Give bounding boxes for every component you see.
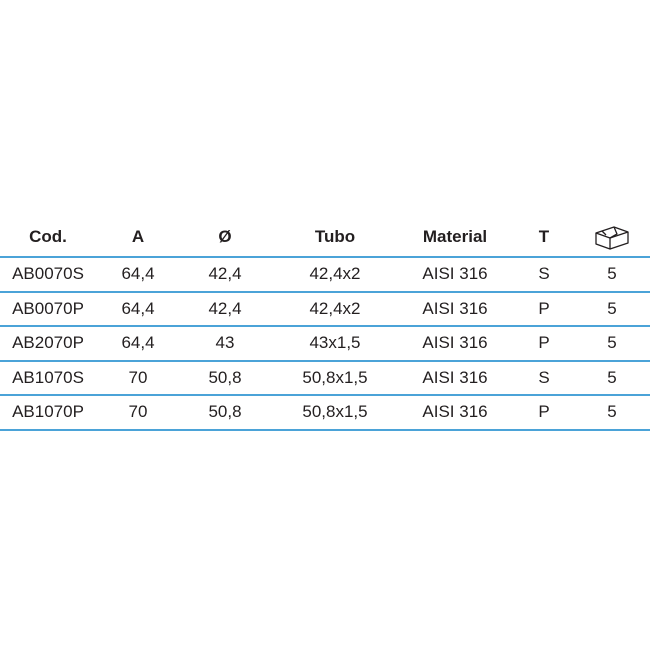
- header-divider: [0, 256, 650, 258]
- cell-diameter: 50,8: [208, 367, 242, 387]
- cell-cod: AB0070P: [12, 298, 84, 318]
- cell-tubo: 50,8x1,5: [302, 402, 368, 422]
- cell-cod: AB0070S: [12, 264, 84, 284]
- table-header-row: Cod. A Ø Tubo Material T: [0, 218, 650, 256]
- spec-table: Cod. A Ø Tubo Material T AB0070S 64,4 42,4…: [0, 218, 650, 431]
- table-row: AB0070P 64,4 42,4 42,4x2 AISI 316 P 5: [0, 293, 650, 326]
- cell-a: 64,4: [121, 298, 155, 318]
- cell-cod: AB1070P: [12, 402, 84, 422]
- cell-a: 64,4: [121, 264, 155, 284]
- cell-a: 64,4: [121, 333, 155, 353]
- row-divider: [0, 428, 650, 431]
- cell-diameter: 43: [215, 333, 235, 353]
- cell-qty: 5: [607, 298, 617, 318]
- cell-tubo: 43x1,5: [309, 333, 361, 353]
- header-diameter: Ø: [218, 227, 232, 246]
- row-divider: [0, 325, 650, 327]
- table-row: AB0070S 64,4 42,4 42,4x2 AISI 316 S 5: [0, 258, 650, 291]
- cell-tubo: 42,4x2: [309, 264, 361, 284]
- cell-a: 70: [128, 402, 148, 422]
- cell-t: S: [538, 264, 550, 284]
- header-tubo: Tubo: [314, 227, 356, 246]
- header-cod: Cod.: [29, 227, 67, 246]
- table-row: AB2070P 64,4 43 43x1,5 AISI 316 P 5: [0, 327, 650, 360]
- cell-material: AISI 316: [422, 333, 488, 353]
- cell-qty: 5: [607, 367, 617, 387]
- row-divider: [0, 290, 650, 293]
- cell-material: AISI 316: [422, 367, 488, 387]
- table-row: AB1070P 70 50,8 50,8x1,5 AISI 316 P 5: [0, 396, 650, 429]
- cell-diameter: 50,8: [208, 402, 242, 422]
- cell-cod: AB1070S: [12, 367, 84, 387]
- table-body: AB0070S 64,4 42,4 42,4x2 AISI 316 S 5 AB0070P 64…: [0, 258, 650, 431]
- cell-t: S: [538, 367, 550, 387]
- cell-tubo: 42,4x2: [309, 298, 361, 318]
- cell-cod: AB2070P: [12, 333, 84, 353]
- cell-qty: 5: [607, 402, 617, 422]
- cell-tubo: 50,8x1,5: [302, 367, 368, 387]
- cell-material: AISI 316: [422, 298, 488, 318]
- cell-a: 70: [128, 367, 148, 387]
- cell-material: AISI 316: [422, 264, 488, 284]
- header-t: T: [538, 227, 550, 246]
- cell-diameter: 42,4: [208, 298, 242, 318]
- cell-material: AISI 316: [422, 402, 488, 422]
- cell-t: P: [538, 298, 550, 318]
- cell-diameter: 42,4: [208, 264, 242, 284]
- table-row: AB1070S 70 50,8 50,8x1,5 AISI 316 S 5: [0, 362, 650, 395]
- cell-qty: 5: [607, 264, 617, 284]
- row-divider: [0, 359, 650, 362]
- header-a: A: [131, 227, 145, 246]
- cell-t: P: [538, 402, 550, 422]
- box-icon: [578, 218, 646, 256]
- row-divider: [0, 394, 650, 396]
- header-material: Material: [422, 227, 488, 246]
- cell-t: P: [538, 333, 550, 353]
- cell-qty: 5: [607, 333, 617, 353]
